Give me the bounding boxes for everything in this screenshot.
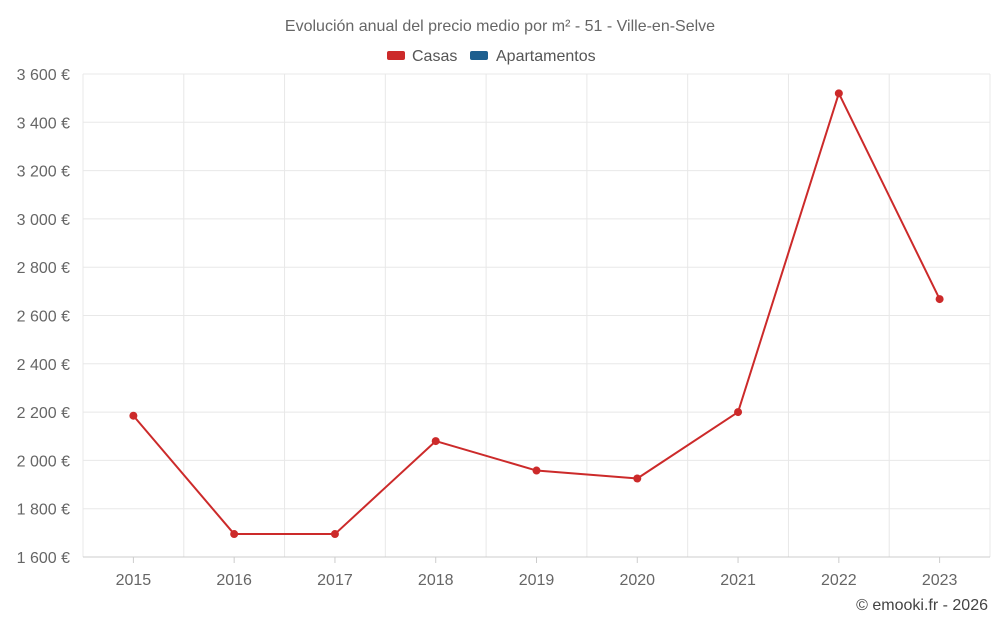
y-tick-label: 1 600 € xyxy=(17,550,70,567)
x-tick-label: 2018 xyxy=(418,572,454,589)
y-axis: 3 600 € 3 400 € 3 200 € 3 000 € 2 800 € 2 600… xyxy=(17,67,70,567)
y-tick-label: 2 200 € xyxy=(17,405,70,422)
data-point-2019[interactable] xyxy=(532,466,541,475)
series-layer xyxy=(129,89,944,539)
y-tick-label: 2 000 € xyxy=(17,453,70,470)
data-point-2023[interactable] xyxy=(935,295,944,304)
data-point-2017[interactable] xyxy=(330,530,339,539)
y-tick-label: 1 800 € xyxy=(17,502,70,519)
x-tick-label: 2019 xyxy=(519,572,555,589)
x-tick-label: 2023 xyxy=(922,572,958,589)
data-point-2015[interactable] xyxy=(129,411,138,420)
y-tick-label: 3 200 € xyxy=(17,164,70,181)
x-tick-label: 2015 xyxy=(116,572,152,589)
data-point-2018[interactable] xyxy=(431,437,440,446)
y-gridlines xyxy=(83,73,990,558)
legend-swatch-apartamentos xyxy=(470,51,488,60)
x-axis: 2015 2016 2017 2018 2019 2020 2021 2022 2023 xyxy=(83,556,990,589)
data-point-2020[interactable] xyxy=(633,474,642,483)
y-tick-label: 3 600 € xyxy=(17,67,70,84)
legend: Casas Apartamentos xyxy=(387,48,596,65)
data-point-2022[interactable] xyxy=(834,89,843,98)
x-tick-label: 2021 xyxy=(720,572,756,589)
data-point-2016[interactable] xyxy=(230,530,239,539)
legend-item-apartamentos[interactable]: Apartamentos xyxy=(470,48,596,65)
x-gridlines xyxy=(82,74,991,557)
legend-item-casas[interactable]: Casas xyxy=(387,48,457,65)
legend-label-apartamentos: Apartamentos xyxy=(496,48,596,65)
x-tick-label: 2017 xyxy=(317,572,353,589)
chart-title: Evolución anual del precio medio por m² … xyxy=(285,18,715,35)
data-point-2021[interactable] xyxy=(734,408,743,417)
x-tick-label: 2016 xyxy=(216,572,252,589)
y-tick-label: 3 400 € xyxy=(17,115,70,132)
x-tick-label: 2022 xyxy=(821,572,857,589)
y-tick-label: 2 600 € xyxy=(17,309,70,326)
x-tick-label: 2020 xyxy=(619,572,655,589)
y-tick-label: 2 400 € xyxy=(17,357,70,374)
y-tick-label: 2 800 € xyxy=(17,260,70,277)
legend-swatch-casas xyxy=(387,51,405,60)
legend-label-casas: Casas xyxy=(412,48,457,65)
credit-text: © emooki.fr - 2026 xyxy=(856,597,988,614)
y-tick-label: 3 000 € xyxy=(17,212,70,229)
